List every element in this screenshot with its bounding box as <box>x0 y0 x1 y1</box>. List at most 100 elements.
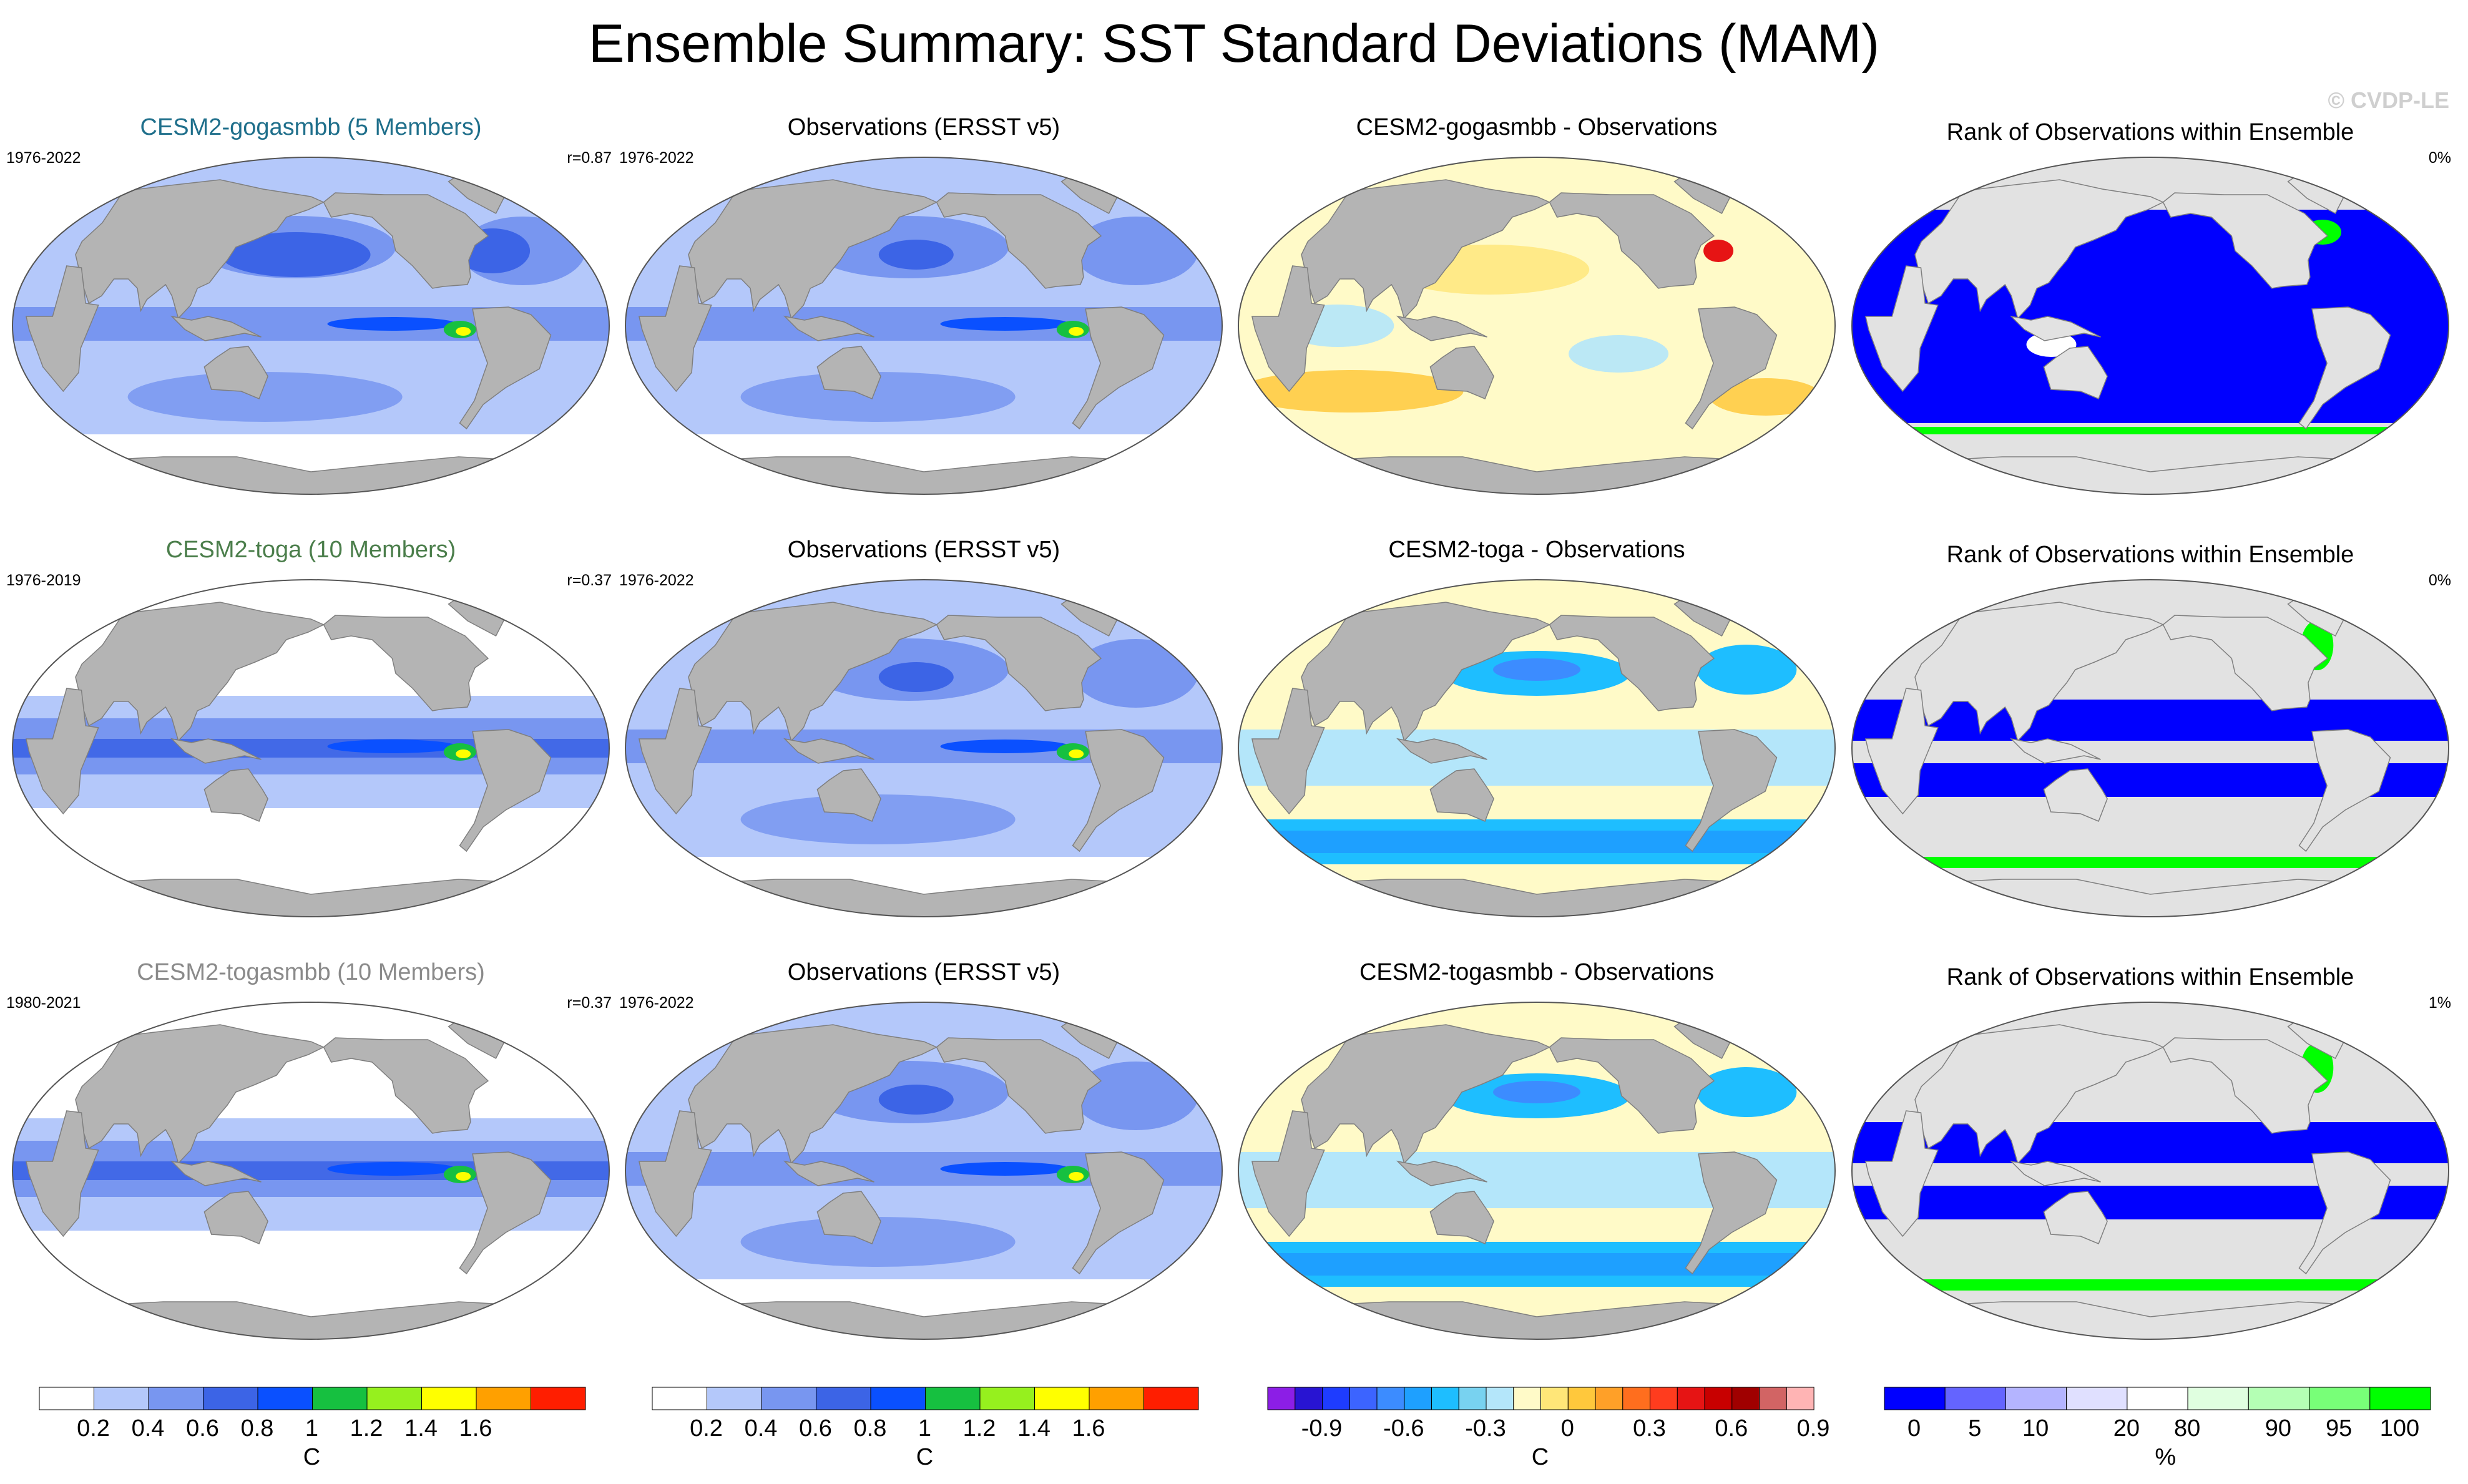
land-eurasia <box>75 1024 325 1164</box>
colorbar-tick-label: 100 <box>2379 1415 2420 1442</box>
rank-above-ensemble-southern <box>1852 857 2449 868</box>
sst-north-atlantic <box>1073 1062 1198 1130</box>
period-label: 1976-2022 <box>619 149 694 167</box>
colorbar-tick-label: 0.2 <box>77 1415 110 1442</box>
colorbar-swatch <box>870 1387 926 1410</box>
land-eurasia <box>1301 1024 1551 1164</box>
map-diff <box>1238 157 1836 495</box>
colorbar-swatch <box>761 1387 816 1410</box>
map-diff <box>1238 579 1836 917</box>
colorbar-swatch <box>1295 1387 1323 1410</box>
sst-enso-max <box>1069 1172 1084 1181</box>
land-namerica <box>936 615 1102 711</box>
sst-north-pacific-high <box>878 662 954 692</box>
colorbar-swatch <box>1404 1387 1432 1410</box>
land-africa <box>638 265 712 393</box>
land-samerica <box>2298 729 2391 852</box>
colorbar-unit-label: C <box>1531 1444 1549 1470</box>
land-eurasia <box>1914 602 2165 742</box>
sst-north-atlantic <box>1073 217 1198 285</box>
sst-enso-max <box>456 1172 471 1181</box>
land-namerica <box>936 1037 1102 1134</box>
colorbar-swatch <box>1267 1387 1296 1410</box>
sst-enso-max <box>456 749 471 758</box>
colorbar-unit-label: C <box>303 1444 321 1470</box>
colorbar-swatch <box>1650 1387 1678 1410</box>
land-indonesia <box>1396 315 1487 341</box>
land-samerica <box>2298 306 2391 430</box>
map-border <box>1851 1002 2449 1340</box>
land-indonesia <box>170 738 262 764</box>
colorbar-swatch <box>257 1387 313 1410</box>
land-namerica <box>1549 1037 1715 1134</box>
land-namerica <box>323 192 489 289</box>
panel-diff-row3: CESM2-togasmbb - Observations <box>1231 957 1843 1382</box>
diff-north-pacific-core <box>1493 658 1580 681</box>
land-africa <box>1251 688 1325 815</box>
map-border <box>1851 579 2449 917</box>
watermark: © CVDP-LE <box>2328 87 2449 113</box>
land-samerica <box>1072 306 1165 430</box>
colorbar-tick-label: 1.4 <box>404 1415 438 1442</box>
colorbar-tick-label: 0.6 <box>1715 1415 1748 1442</box>
colorbar-tick-label: 0.4 <box>744 1415 778 1442</box>
land-indonesia <box>783 315 874 341</box>
sst-north-pacific-high <box>878 240 954 270</box>
map-border <box>625 579 1223 917</box>
page-title: Ensemble Summary: SST Standard Deviation… <box>589 14 1879 74</box>
colorbar-swatch <box>1034 1387 1090 1410</box>
land-indonesia <box>2009 1160 2101 1186</box>
land-australia <box>1429 346 1494 399</box>
sst-north-atlantic <box>1073 639 1198 708</box>
rank-percent-label: 0% <box>2428 149 2451 167</box>
sst-enso-tongue <box>327 1162 457 1176</box>
land-africa <box>1864 265 1939 393</box>
colorbar-tick-label: 1.2 <box>962 1415 996 1442</box>
colorbar-tick-label: -0.9 <box>1301 1415 1343 1442</box>
colorbar-swatch <box>2005 1387 2067 1410</box>
land-samerica <box>1072 729 1165 852</box>
land-australia <box>1429 1191 1494 1244</box>
panel-title: Rank of Observations within Ensemble <box>1946 119 2354 145</box>
colorbar-swatch <box>531 1387 586 1410</box>
land-namerica <box>323 615 489 711</box>
map-border <box>12 157 610 495</box>
land-australia <box>2043 1191 2108 1244</box>
colorbar-tick-label: 0 <box>1907 1415 1921 1442</box>
colorbar-swatch <box>421 1387 477 1410</box>
land-namerica <box>323 1037 489 1134</box>
colorbar-tick-label: 90 <box>2265 1415 2292 1442</box>
land-australia <box>816 346 881 399</box>
colorbar-swatch <box>1349 1387 1378 1410</box>
land-australia <box>203 768 268 822</box>
diff-southern-ocean-core <box>1238 831 1835 853</box>
colorbar-swatch <box>366 1387 422 1410</box>
colorbar-swatch <box>2248 1387 2309 1410</box>
colorbar-tick-label: 0.3 <box>1633 1415 1666 1442</box>
land-indonesia <box>783 738 874 764</box>
diff-warm-south-atlantic <box>1710 378 1823 416</box>
colorbar-swatch <box>979 1387 1035 1410</box>
land-eurasia <box>1914 179 2165 320</box>
colorbar-swatch <box>94 1387 149 1410</box>
map-rank <box>1851 579 2449 917</box>
colorbar-tick-label: 80 <box>2173 1415 2201 1442</box>
colorbar-swatch <box>1513 1387 1542 1410</box>
colorbar-tick-label: 0.6 <box>186 1415 219 1442</box>
panel-rank-row2: Rank of Observations within Ensemble 0% <box>1844 535 2456 959</box>
colorbar-unit-label: C <box>916 1444 934 1470</box>
colorbar-tick-label: 0.8 <box>240 1415 274 1442</box>
land-africa <box>25 1110 99 1237</box>
map-border <box>625 157 1223 495</box>
colorbar-swatch <box>312 1387 368 1410</box>
sst-enso-tongue <box>940 317 1070 331</box>
panel-title: Observations (ERSST v5) <box>787 959 1060 985</box>
rank-percent-label: 0% <box>2428 572 2451 589</box>
colorbar-swatch <box>1704 1387 1733 1410</box>
panel-title: CESM2-togasmbb (10 Members) <box>137 959 485 985</box>
colorbar-swatch <box>707 1387 762 1410</box>
rank-percent-label: 1% <box>2428 994 2451 1012</box>
colorbar-swatch <box>1322 1387 1350 1410</box>
panel-title: CESM2-toga - Observations <box>1388 537 1685 563</box>
land-africa <box>25 688 99 815</box>
